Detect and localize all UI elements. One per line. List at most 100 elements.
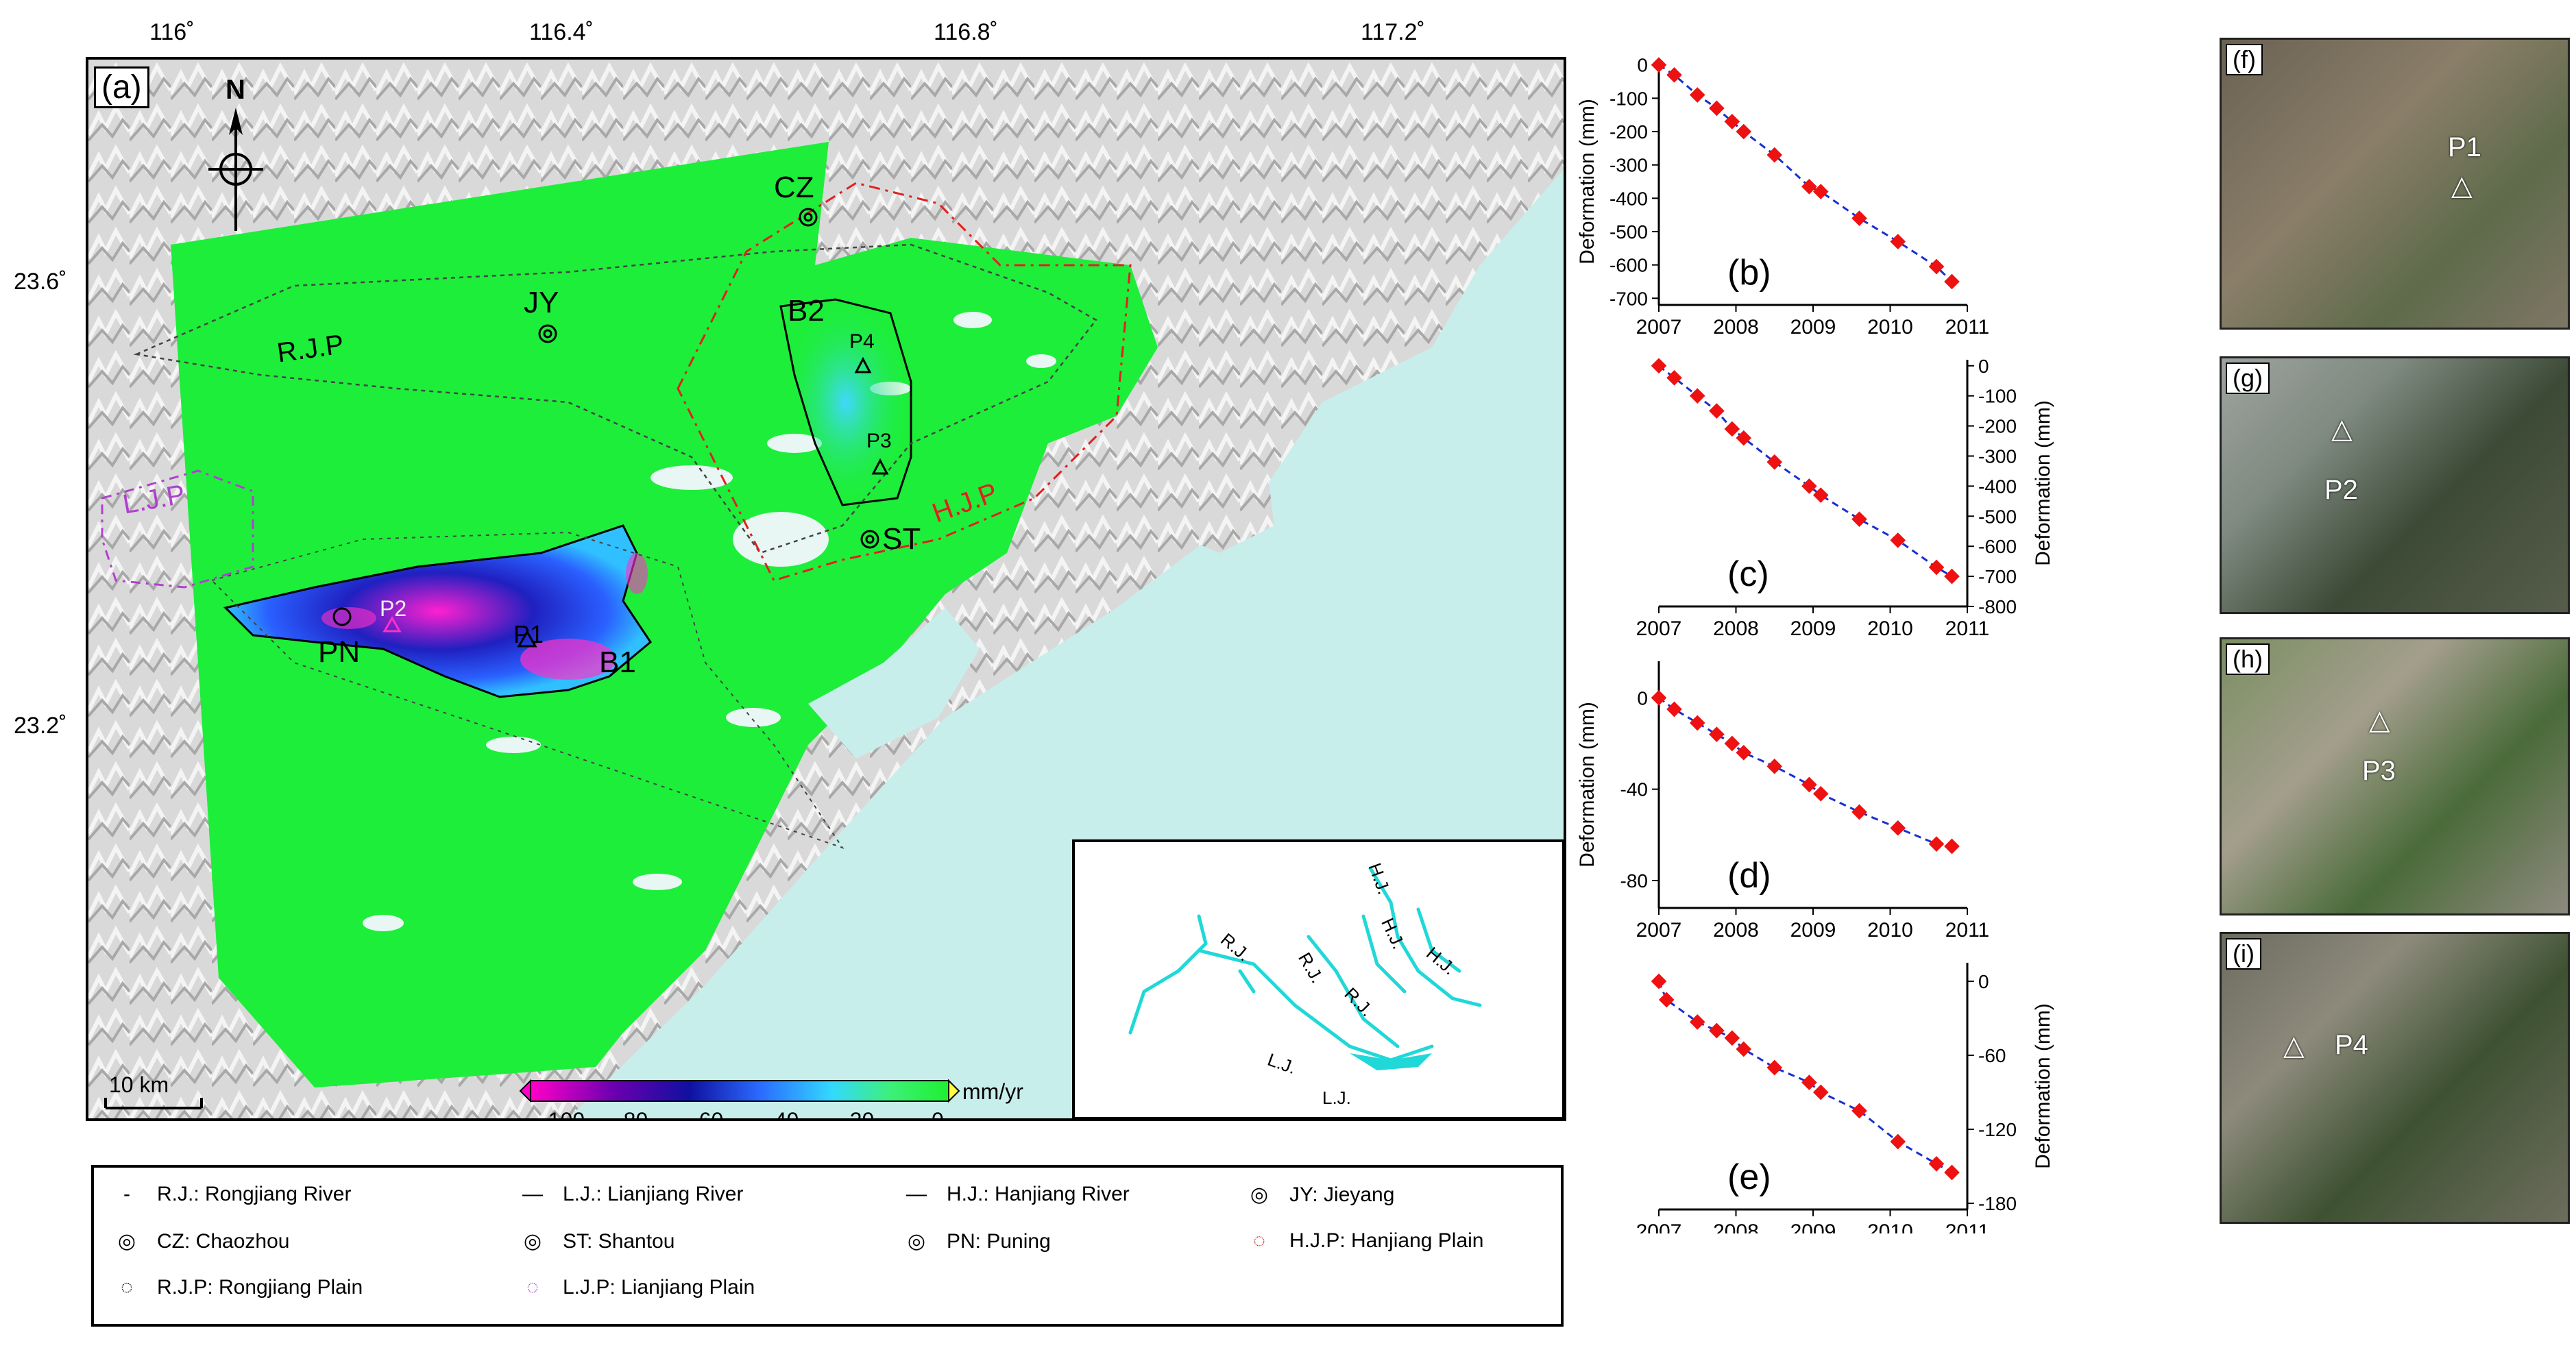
photo-panel-f: (f) P1 △ [2220, 38, 2570, 330]
y-tick-label: -400 [1609, 188, 1648, 209]
colorbar-unit: mm/yr [962, 1079, 1023, 1104]
city-label-pn: PN [318, 635, 361, 669]
data-point [1812, 184, 1829, 199]
data-point [1890, 234, 1906, 249]
chart-panel-label: (c) [1727, 554, 1769, 594]
triangle-icon: △ [2283, 1031, 2305, 1061]
data-point [1724, 114, 1740, 130]
data-point [1890, 820, 1906, 836]
legend-item: - R.J.: Rongjiang River [123, 1183, 352, 1205]
x-tick-label: 2007 [1636, 1220, 1682, 1233]
y-tick-label: 0 [1978, 356, 1989, 377]
y-tick-label: -200 [1978, 416, 2017, 437]
chart-panel-label: (e) [1727, 1157, 1771, 1197]
data-point [1709, 100, 1725, 116]
y-tick-label: -40 [1620, 779, 1648, 800]
photo-point-label: P4 [2335, 1030, 2368, 1060]
data-point [1851, 1103, 1867, 1119]
north-arrow-label: N [226, 75, 245, 105]
photo-tag: (i) [2226, 938, 2261, 970]
x-tick-label: 2011 [1945, 617, 1990, 640]
x-tick-label: 2007 [1636, 316, 1682, 339]
data-point [1928, 559, 1945, 576]
point-label-p2: P2 [380, 596, 407, 621]
data-point [1724, 735, 1740, 752]
data-point [1851, 511, 1867, 527]
data-point [1689, 388, 1705, 404]
data-point [1812, 1084, 1829, 1101]
data-point [1851, 804, 1867, 820]
photo-point-label: P3 [2362, 756, 2396, 786]
photo-point-label: P1 [2448, 132, 2481, 162]
map-graphic [88, 60, 1564, 1118]
series-line [1658, 697, 1952, 848]
data-point [1666, 370, 1682, 386]
data-point [1736, 430, 1752, 446]
data-point [1651, 690, 1667, 706]
y-tick-label: -60 [1978, 1045, 2006, 1066]
lon-tick-116-8: 116.8˚ [934, 19, 998, 45]
city-label-st: ST [882, 522, 921, 556]
x-tick-label: 2010 [1867, 919, 1913, 942]
y-tick-label: -800 [1978, 596, 2017, 617]
lon-tick-116-4: 116.4˚ [529, 19, 594, 45]
y-tick-label: -500 [1978, 506, 2017, 527]
data-point [1724, 421, 1740, 437]
data-point [1890, 532, 1906, 548]
data-point [1766, 147, 1783, 163]
y-tick-label: -300 [1609, 155, 1648, 176]
y-tick-label: -600 [1978, 536, 2017, 557]
y-tick-label: -80 [1620, 870, 1648, 892]
series-line [1657, 981, 1953, 1174]
deformation-map: (a) N 10 km CZ JY PN ST R.J.P L.J.P H.J.… [86, 57, 1566, 1121]
data-point [1736, 745, 1752, 761]
data-point [1801, 1074, 1817, 1090]
x-tick-label: 2011 [1945, 919, 1990, 942]
legend-item: — L.J.: Lianjiang River [522, 1183, 744, 1205]
triangle-icon: △ [2331, 414, 2353, 444]
data-point [1766, 454, 1783, 470]
y-tick-label: -400 [1978, 476, 2017, 497]
colorbar-tick: -60 [692, 1108, 724, 1121]
city-label-cz: CZ [774, 171, 814, 204]
lon-tick-117-2: 117.2˚ [1361, 19, 1425, 45]
photo-tag: (f) [2226, 44, 2263, 75]
legend-item: ◌ H.J.P: Hanjiang Plain [1253, 1229, 1484, 1252]
photo-point-label: P2 [2324, 475, 2358, 505]
data-point [1689, 87, 1705, 103]
y-tick-label: -200 [1609, 121, 1648, 143]
x-tick-label: 2009 [1790, 316, 1836, 339]
x-tick-label: 2008 [1713, 316, 1759, 339]
triangle-icon: △ [2369, 705, 2390, 735]
x-tick-label: 2008 [1713, 617, 1759, 640]
y-axis-label: Deformation (mm) [2032, 1003, 2054, 1169]
data-point [1944, 273, 1960, 290]
x-tick-label: 2011 [1945, 1220, 1990, 1233]
data-point [1658, 992, 1675, 1008]
data-point [1944, 1164, 1960, 1181]
legend-item: — H.J.: Hanjiang River [906, 1183, 1130, 1205]
y-tick-label: -700 [1978, 566, 2017, 587]
data-point [1709, 403, 1725, 419]
zone-label-b2: B2 [788, 294, 825, 328]
data-point [1890, 1133, 1906, 1150]
legend-item: ◎ CZ: Chaozhou [117, 1229, 290, 1253]
legend-item: ◎ PN: Puning [907, 1229, 1051, 1253]
data-point [1709, 1022, 1725, 1039]
legend-item: ◌ R.J.P: Rongjiang Plain [121, 1276, 363, 1299]
colorbar-tick: -20 [842, 1108, 875, 1121]
photo-panel-i: (i) P4 △ [2220, 932, 2570, 1224]
data-point [1812, 487, 1829, 503]
x-tick-label: 2007 [1636, 919, 1682, 942]
series-line [1658, 64, 1953, 283]
x-tick-label: 2009 [1790, 919, 1836, 942]
data-point [1689, 715, 1705, 731]
y-tick-label: -300 [1978, 445, 2017, 467]
x-tick-label: 2009 [1790, 1220, 1836, 1233]
data-point [1766, 1059, 1783, 1076]
data-point [1724, 1030, 1740, 1046]
data-point [1812, 786, 1829, 802]
data-point [1666, 67, 1682, 83]
x-tick-label: 2010 [1867, 1220, 1913, 1233]
lon-tick-116: 116˚ [149, 19, 195, 45]
